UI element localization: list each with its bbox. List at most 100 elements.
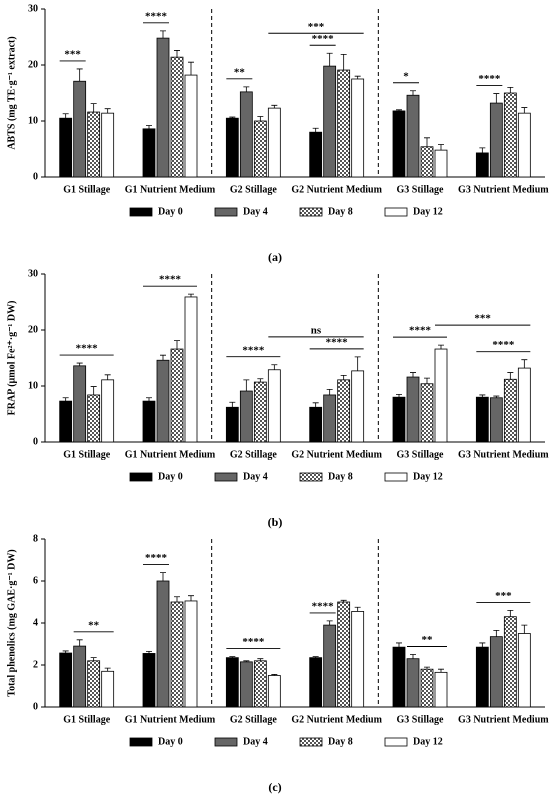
error-bar	[312, 656, 319, 658]
bar	[225, 657, 239, 708]
error-bar	[76, 68, 83, 82]
error-bar	[160, 572, 166, 581]
y-axis-label: ABTS (mg TE·g⁻¹ extract)	[6, 36, 17, 149]
bar	[239, 91, 253, 178]
error-bar	[62, 113, 69, 119]
bar	[267, 107, 281, 178]
bar	[87, 111, 101, 178]
bar	[475, 396, 489, 443]
error-bar	[396, 642, 402, 648]
y-axis-label: Total phenolics (mg GAE·g⁻¹ DW)	[6, 549, 17, 696]
significance-label: ***	[308, 21, 325, 33]
significance-label: ****	[145, 10, 168, 22]
x-tick-label: G1 Nutrient Medium	[125, 449, 216, 460]
y-tick-label: 20	[28, 324, 38, 335]
error-bar	[90, 657, 97, 661]
legend-swatch	[129, 472, 153, 482]
error-bar	[188, 595, 194, 601]
error-bar	[354, 75, 361, 79]
x-tick-label: G2 Nutrient Medium	[291, 449, 382, 460]
error-bar	[396, 394, 402, 398]
significance-label: ****	[242, 636, 265, 648]
error-bar	[507, 87, 514, 93]
error-bar	[62, 397, 69, 402]
x-tick-label: G2 Nutrient Medium	[291, 184, 382, 195]
error-bar	[410, 654, 416, 659]
bar	[184, 600, 198, 708]
legend-label: Day 8	[328, 736, 353, 747]
bar	[503, 616, 517, 708]
error-bar	[354, 606, 361, 612]
error-bar	[146, 650, 152, 654]
error-bar	[354, 356, 361, 371]
bar	[392, 110, 406, 178]
significance-label: **	[88, 619, 100, 631]
error-bar	[410, 90, 416, 96]
error-bar	[160, 354, 166, 361]
legend-label: Day 12	[413, 471, 443, 482]
error-bar	[76, 639, 83, 647]
significance-label: ****	[145, 552, 168, 564]
error-bar	[229, 656, 236, 658]
bar	[351, 78, 365, 178]
bar	[434, 671, 448, 708]
significance-label: ****	[492, 339, 515, 351]
legend-label: Day 8	[328, 471, 353, 482]
error-bar	[76, 362, 83, 366]
bar	[73, 645, 87, 708]
error-bar	[271, 674, 278, 676]
significance-label: ***	[64, 48, 81, 60]
bar	[59, 652, 73, 708]
y-tick-label: 0	[33, 436, 38, 447]
legend-swatch	[384, 207, 408, 217]
bar	[59, 117, 73, 178]
significance-label: ***	[474, 313, 491, 325]
error-bar	[188, 61, 194, 76]
bar	[253, 660, 267, 708]
bar	[489, 636, 503, 708]
y-tick-label: 10	[28, 380, 38, 391]
legend-swatch	[384, 472, 408, 482]
error-bar	[146, 125, 152, 129]
error-bar	[326, 388, 333, 395]
error-bar	[243, 660, 250, 662]
legend-swatch	[299, 207, 323, 217]
bar	[87, 394, 101, 443]
error-bar	[257, 378, 264, 383]
legend-label: Day 4	[243, 736, 268, 747]
error-bar	[104, 108, 111, 114]
error-bar	[479, 147, 486, 153]
error-bar	[479, 642, 486, 648]
significance-label: ****	[478, 73, 501, 85]
error-bar	[104, 667, 111, 672]
bar	[434, 348, 448, 443]
error-bar	[410, 372, 416, 378]
x-tick-label: G1 Stillage	[63, 714, 111, 725]
y-tick-label: 8	[33, 533, 38, 544]
bar	[184, 74, 198, 178]
bar	[517, 112, 531, 178]
y-tick-label: 30	[28, 268, 38, 279]
significance-label: ****	[76, 343, 99, 355]
bar	[59, 400, 73, 443]
error-bar	[521, 359, 528, 369]
significance-label: **	[422, 634, 434, 646]
error-bar	[104, 374, 111, 380]
error-bar	[257, 116, 264, 121]
significance-label: ****	[159, 274, 182, 286]
legend-label: Day 8	[328, 206, 353, 217]
error-bar	[521, 624, 528, 634]
bar	[420, 383, 434, 443]
bar	[392, 646, 406, 708]
error-bar	[271, 104, 278, 109]
error-bar	[243, 86, 250, 92]
error-bar	[424, 666, 430, 670]
error-bar	[243, 379, 250, 392]
significance-label: ****	[312, 33, 335, 45]
legend-label: Day 4	[243, 471, 268, 482]
bar	[392, 396, 406, 443]
error-bar	[493, 93, 500, 104]
bar	[517, 633, 531, 708]
significance-label: **	[234, 66, 246, 78]
